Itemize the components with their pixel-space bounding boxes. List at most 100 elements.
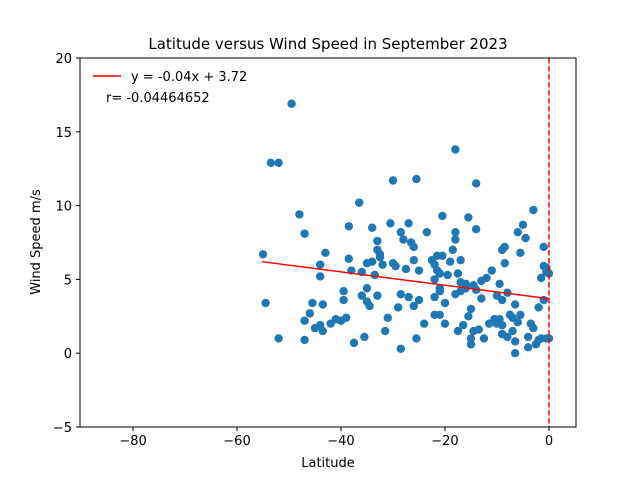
scatter-point — [287, 99, 296, 108]
scatter-point — [258, 250, 268, 259]
scatter-point — [316, 272, 325, 281]
scatter-point — [438, 251, 447, 260]
scatter-point — [386, 219, 395, 228]
scatter-point — [466, 340, 476, 349]
x-tick-label: 0 — [545, 434, 553, 449]
scatter-point — [513, 227, 522, 237]
scatter-point — [516, 248, 525, 258]
scatter-point — [464, 312, 473, 321]
scatter-point — [383, 313, 392, 322]
scatter-point — [300, 316, 309, 325]
scatter-point — [479, 334, 489, 343]
scatter-point — [497, 320, 507, 330]
scatter-point — [300, 229, 309, 238]
scatter-point — [274, 158, 283, 167]
scatter-point — [300, 335, 309, 345]
scatter-point — [419, 319, 429, 328]
scatter-point — [503, 332, 512, 342]
scatter-point — [414, 266, 424, 275]
scatter-point — [453, 269, 463, 278]
scatter-point — [430, 275, 439, 284]
scatter-point — [464, 213, 473, 222]
scatter-point — [430, 292, 439, 302]
scatter-point — [451, 235, 460, 244]
scatter-point — [404, 219, 413, 228]
scatter-point — [360, 332, 369, 342]
scatter-point — [305, 309, 315, 318]
scatter-point — [274, 334, 283, 343]
legend-label: y = -0.04x + 3.72 — [131, 70, 247, 85]
scatter-point — [344, 254, 353, 263]
scatter-point — [510, 337, 520, 346]
fit-line — [261, 260, 549, 300]
scatter-point — [443, 270, 452, 280]
scatter-point — [409, 256, 418, 265]
scatter-point — [474, 325, 483, 334]
scatter-point — [388, 176, 398, 185]
scatter-point — [539, 242, 548, 252]
scatter-point — [453, 326, 463, 336]
scatter-point — [529, 323, 538, 333]
scatter-point — [448, 245, 457, 255]
scatter-point — [354, 198, 364, 207]
x-tick-label: −60 — [223, 434, 250, 449]
x-tick-label: −20 — [431, 434, 458, 449]
y-tick-label: 5 — [64, 273, 72, 288]
scatter-point — [466, 304, 476, 314]
scatter-point — [451, 227, 460, 237]
scatter-point — [414, 295, 424, 305]
y-tick-label: 15 — [55, 126, 72, 141]
scatter-point — [341, 313, 351, 322]
scatter-point — [316, 260, 325, 269]
scatter-point — [409, 301, 418, 311]
scatter-point — [391, 261, 400, 271]
scatter-point — [461, 279, 470, 289]
scatter-point — [321, 248, 330, 258]
scatter-point — [344, 222, 353, 231]
scatter-point — [396, 344, 405, 353]
plot-frame — [79, 57, 577, 428]
scatter-point — [404, 292, 413, 302]
y-tick-label: 0 — [64, 347, 72, 362]
annotation: r= -0.04464652 — [106, 91, 210, 106]
scatter-point — [422, 227, 431, 237]
scatter-point — [367, 257, 377, 266]
scatter-point — [318, 326, 328, 336]
scatter-point — [399, 235, 408, 244]
scatter-point — [401, 264, 411, 274]
scatter-point — [458, 320, 468, 330]
chart-title: Latitude versus Wind Speed in September … — [148, 35, 507, 53]
scatter-point — [440, 298, 450, 308]
scatter-point — [365, 301, 374, 311]
scatter-point — [396, 227, 405, 237]
scatter-point — [529, 205, 538, 215]
scatter-point — [495, 279, 504, 289]
scatter-point — [438, 211, 447, 221]
scatter-point — [266, 158, 276, 167]
scatter-point — [393, 303, 403, 312]
scatter-point — [339, 295, 348, 305]
scatter-point — [510, 349, 520, 358]
scatter-point — [440, 319, 450, 328]
scatter-point — [523, 332, 533, 342]
scatter-point — [536, 273, 546, 283]
scatter-point — [451, 145, 460, 154]
scatter-point — [471, 179, 481, 188]
scatter-point — [487, 266, 496, 275]
scatter-point — [477, 294, 486, 303]
scatter-point — [544, 269, 554, 278]
scatter-point — [513, 318, 522, 327]
scatter-point — [521, 233, 530, 243]
scatter-point — [318, 300, 328, 309]
scatter-point — [295, 210, 304, 219]
scatter-point — [396, 289, 405, 299]
y-tick-label: −5 — [53, 421, 72, 436]
scatter-point — [518, 220, 528, 229]
scatter-point — [375, 250, 385, 259]
scatter-point — [370, 270, 379, 280]
scatter-point — [357, 291, 366, 300]
scatter-point — [497, 295, 507, 305]
scatter-point — [456, 256, 465, 265]
